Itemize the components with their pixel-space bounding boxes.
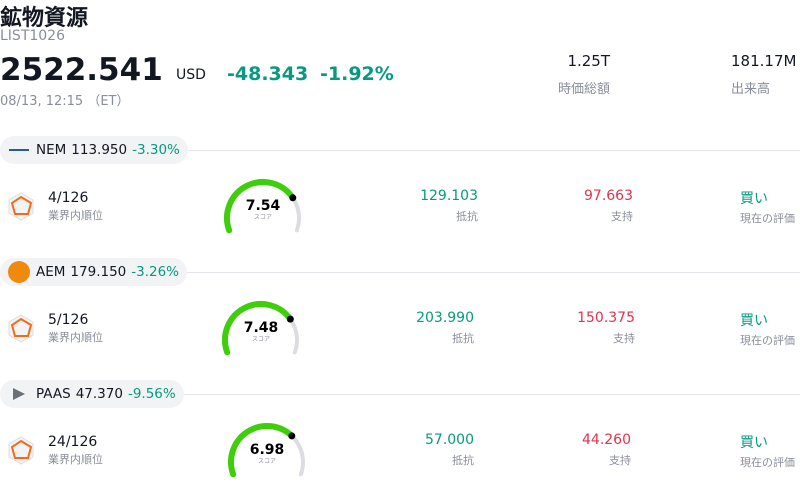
- gauge-fill: [224, 179, 296, 234]
- support-label: 支持: [613, 332, 635, 345]
- logo: [13, 388, 25, 400]
- rank-label: 業界内順位: [48, 209, 103, 222]
- rating-label: 現在の評価: [740, 334, 795, 347]
- score: 6.98: [250, 442, 285, 458]
- rank-icon-inner: [10, 317, 33, 337]
- score: 7.54: [246, 198, 281, 214]
- stat-label: 時価総額: [557, 82, 610, 97]
- score: 7.48: [244, 320, 279, 336]
- rating: 買い: [740, 313, 768, 329]
- rank-icon: [8, 314, 34, 343]
- gauge-dot: [288, 432, 296, 440]
- score-label: スコア: [258, 458, 276, 465]
- rank: 4/126: [48, 190, 89, 206]
- resistance: 203.990: [416, 310, 474, 326]
- rank-icon: [8, 192, 34, 221]
- logo-shape: [8, 261, 30, 283]
- rank-label: 業界内順位: [48, 453, 103, 466]
- support-label: 支持: [611, 210, 633, 223]
- stock-change: -3.26%: [131, 264, 180, 280]
- support: 44.260: [582, 432, 631, 448]
- support: 97.663: [584, 188, 633, 204]
- stat-label: 出来高: [731, 82, 771, 97]
- time: 08/13, 12:15 （ET）: [0, 94, 130, 109]
- logo: [8, 261, 30, 283]
- rating: 買い: [740, 435, 768, 451]
- gauge-dot: [286, 315, 294, 323]
- score-label: スコア: [254, 214, 272, 221]
- gauge-dot: [289, 194, 297, 202]
- logo-shape: [9, 149, 29, 151]
- support-label: 支持: [609, 454, 631, 467]
- logo-shape: [13, 388, 25, 400]
- stock-price: 113.950: [71, 142, 128, 158]
- stock-pill[interactable]: AEM 179.150 -3.26%: [0, 258, 188, 286]
- rank-icon-inner: [10, 195, 33, 215]
- ticker: AEM: [36, 264, 66, 280]
- ticker: NEM: [36, 142, 67, 158]
- stock-change: -3.30%: [132, 142, 180, 158]
- currency: USD: [176, 67, 206, 83]
- resistance-label: 抵抗: [456, 210, 478, 223]
- rank-icon-inner: [10, 439, 33, 459]
- change: -48.343: [227, 63, 309, 85]
- title: 鉱物資源: [0, 6, 89, 31]
- stock-pill[interactable]: PAAS 47.370 -9.56%: [0, 380, 184, 408]
- change-pct: -1.92%: [320, 63, 394, 85]
- rank-label: 業界内順位: [48, 331, 103, 344]
- stock-price: 47.370: [75, 386, 123, 402]
- resistance-label: 抵抗: [452, 332, 474, 345]
- rating-label: 現在の評価: [740, 212, 795, 225]
- price: 2522.541: [0, 52, 163, 88]
- logo: [9, 149, 29, 151]
- stock-price: 179.150: [70, 264, 127, 280]
- rank-icon: [8, 436, 34, 465]
- stock-pill[interactable]: NEM 113.950 -3.30%: [0, 136, 188, 164]
- gauge-fill: [228, 423, 295, 478]
- ticker: PAAS: [36, 386, 71, 402]
- code: LIST1026: [0, 28, 65, 44]
- resistance: 57.000: [425, 432, 474, 448]
- divider: [184, 394, 800, 395]
- rating: 買い: [740, 191, 768, 207]
- stat-value: 181.17M: [731, 52, 797, 70]
- rank: 24/126: [48, 434, 98, 450]
- resistance: 129.103: [420, 188, 478, 204]
- gauge-fill: [222, 301, 294, 356]
- stat-value: 1.25T: [567, 52, 610, 70]
- rank: 5/126: [48, 312, 89, 328]
- support: 150.375: [577, 310, 635, 326]
- rating-label: 現在の評価: [740, 456, 795, 469]
- score-label: スコア: [252, 336, 270, 343]
- resistance-label: 抵抗: [452, 454, 474, 467]
- stock-change: -9.56%: [127, 386, 176, 402]
- divider: [187, 272, 800, 273]
- divider: [188, 150, 800, 151]
